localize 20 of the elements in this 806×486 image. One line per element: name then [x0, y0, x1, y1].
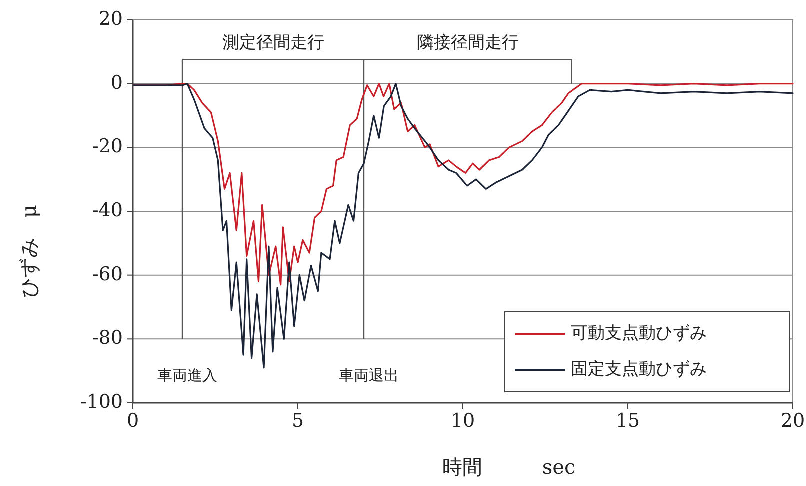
y-tick-label: -40: [92, 199, 123, 222]
y-axis-title: ひずみ μ: [17, 205, 41, 298]
x-tick-label: 10: [450, 410, 476, 432]
legend-label: 可動支点動ひずみ: [571, 323, 707, 344]
x-tick-label: 20: [780, 410, 806, 432]
y-tick-label: -80: [92, 327, 123, 350]
annotation: 測定径間走行: [222, 32, 324, 53]
x-tick-label: 5: [292, 410, 304, 432]
y-tick-label: -20: [92, 136, 123, 158]
y-tick-label: 20: [98, 8, 123, 30]
x-tick-label: 15: [616, 410, 640, 432]
x-tick-label: 0: [126, 410, 140, 432]
y-tick-label: 0: [110, 72, 123, 94]
ref-line-label: 車両進入: [158, 366, 218, 385]
x-axis-title: 時間 sec: [442, 455, 576, 479]
annotation: 隣接径間走行: [416, 32, 519, 53]
ref-line-label: 車両退出: [339, 366, 399, 385]
y-tick-label: -100: [80, 390, 123, 413]
y-tick-label: -60: [92, 263, 123, 286]
legend-label: 固定支点動ひずみ: [571, 359, 707, 380]
